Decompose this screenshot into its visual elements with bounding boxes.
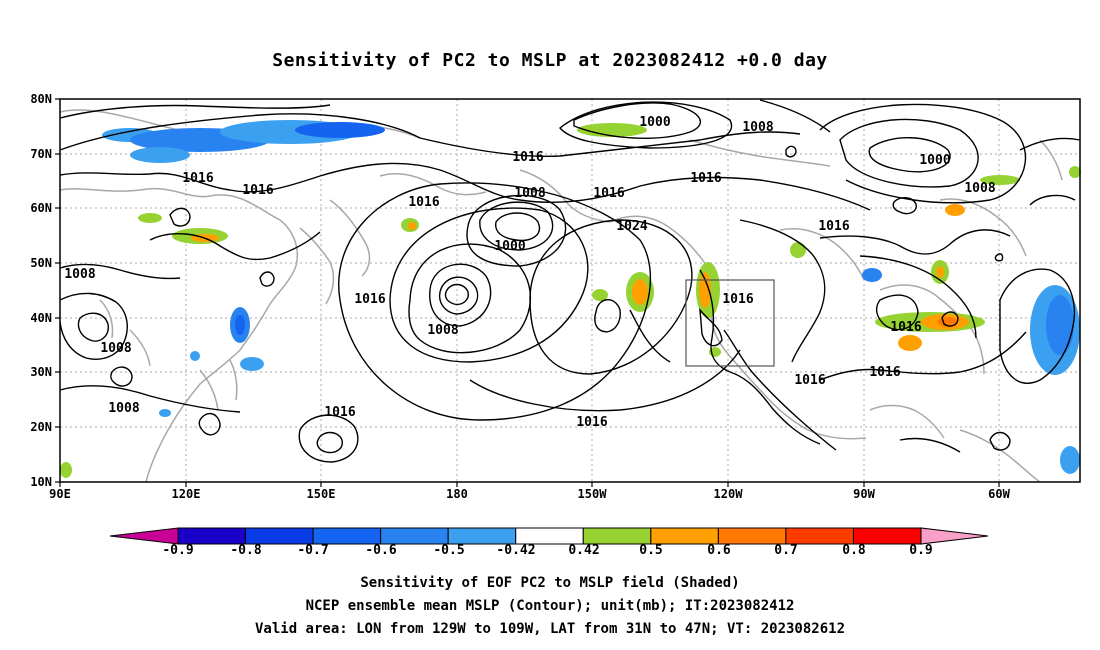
colorbar <box>109 527 989 545</box>
contour-label: 1016 <box>890 320 921 335</box>
plot-frame <box>59 98 1081 483</box>
contour-label: 1000 <box>494 239 525 254</box>
contour-label: 1008 <box>108 401 139 416</box>
lat-label: 40N <box>30 311 52 325</box>
contour-label: 1016 <box>593 186 624 201</box>
contour-label: 1016 <box>324 405 355 420</box>
colorbar-label: 0.42 <box>568 543 600 558</box>
colorbar-box <box>245 527 314 545</box>
contour-label: 1008 <box>964 181 995 196</box>
contour-label: 1016 <box>512 150 543 165</box>
contour-label: 1008 <box>100 341 131 356</box>
contour-labels: 1000 1008 1016 1000 1008 1016 1016 1016 … <box>64 115 995 430</box>
lat-label: 60N <box>30 201 52 215</box>
caption-line-1: Sensitivity of EOF PC2 to MSLP field (Sh… <box>360 575 740 591</box>
lat-label: 30N <box>30 365 52 379</box>
contour-label: 1000 <box>919 153 950 168</box>
contour-label: 1016 <box>722 292 753 307</box>
lon-label: 90W <box>853 487 875 501</box>
contour-label: 1016 <box>869 365 900 380</box>
colorbar-label: -0.5 <box>433 543 465 558</box>
sensitivity-shading <box>60 120 1081 478</box>
mslp-contours <box>59 99 1081 463</box>
colorbar-label: -0.9 <box>162 543 194 558</box>
lat-label: 80N <box>30 92 52 106</box>
contour-label: 1016 <box>408 195 439 210</box>
contour-label: 1008 <box>64 267 95 282</box>
colorbar-label: 0.6 <box>707 543 731 558</box>
contour-label: 1016 <box>818 219 849 234</box>
colorbar-box <box>312 527 382 545</box>
colorbar-box <box>447 527 517 545</box>
lat-label: 10N <box>30 475 52 489</box>
lat-label: 70N <box>30 147 52 161</box>
contour-label: 1016 <box>354 292 385 307</box>
colorbar-label: 0.8 <box>842 543 866 558</box>
colorbar-label: 0.7 <box>774 543 798 558</box>
caption-line-2: NCEP ensemble mean MSLP (Contour); unit(… <box>305 598 795 614</box>
lon-label: 180 <box>446 487 468 501</box>
caption-line-3: Valid area: LON from 129W to 109W, LAT f… <box>254 621 845 637</box>
contour-label: 1008 <box>427 323 458 338</box>
colorbar-label: 0.5 <box>639 543 663 558</box>
colorbar-label: -0.6 <box>365 543 397 558</box>
colorbar-box <box>380 527 449 545</box>
tick-marks <box>55 98 1000 487</box>
lat-label: 50N <box>30 256 52 270</box>
colorbar-high-end <box>920 527 989 545</box>
colorbar-box <box>582 527 652 545</box>
contour-label: 1008 <box>742 120 773 135</box>
lon-label: 150W <box>577 487 607 501</box>
contour-label: 1008 <box>514 186 545 201</box>
colorbar-low-end <box>109 527 179 545</box>
colorbar-box <box>785 527 854 545</box>
colorbar-box <box>650 527 719 545</box>
plot-area <box>60 99 1080 482</box>
colorbar-box <box>717 527 787 545</box>
lon-label: 150E <box>306 487 336 501</box>
colorbar-boxes <box>177 527 922 545</box>
colorbar-label: 0.9 <box>909 543 933 558</box>
lon-label: 90E <box>49 487 71 501</box>
colorbar-label: -0.8 <box>230 543 262 558</box>
contour-label: 1016 <box>690 171 721 186</box>
lon-label: 120W <box>713 487 743 501</box>
contour-label: 1024 <box>616 219 647 234</box>
valid-area-box <box>685 279 775 367</box>
lon-label: 60W <box>988 487 1010 501</box>
contour-label: 1016 <box>182 171 213 186</box>
colorbar-box <box>177 527 247 545</box>
colorbar-label: -0.7 <box>297 543 329 558</box>
colorbar-box <box>852 527 922 545</box>
lon-label: 120E <box>171 487 201 501</box>
contour-label: 1016 <box>242 183 273 198</box>
contour-label: 1016 <box>576 415 607 430</box>
contour-label: 1016 <box>794 373 825 388</box>
lat-label: 20N <box>30 420 52 434</box>
colorbar-box <box>515 527 584 545</box>
colorbar-label: -0.42 <box>496 543 536 558</box>
contour-label: 1000 <box>639 115 670 130</box>
map-title: Sensitivity of PC2 to MSLP at 2023082412… <box>272 50 828 71</box>
